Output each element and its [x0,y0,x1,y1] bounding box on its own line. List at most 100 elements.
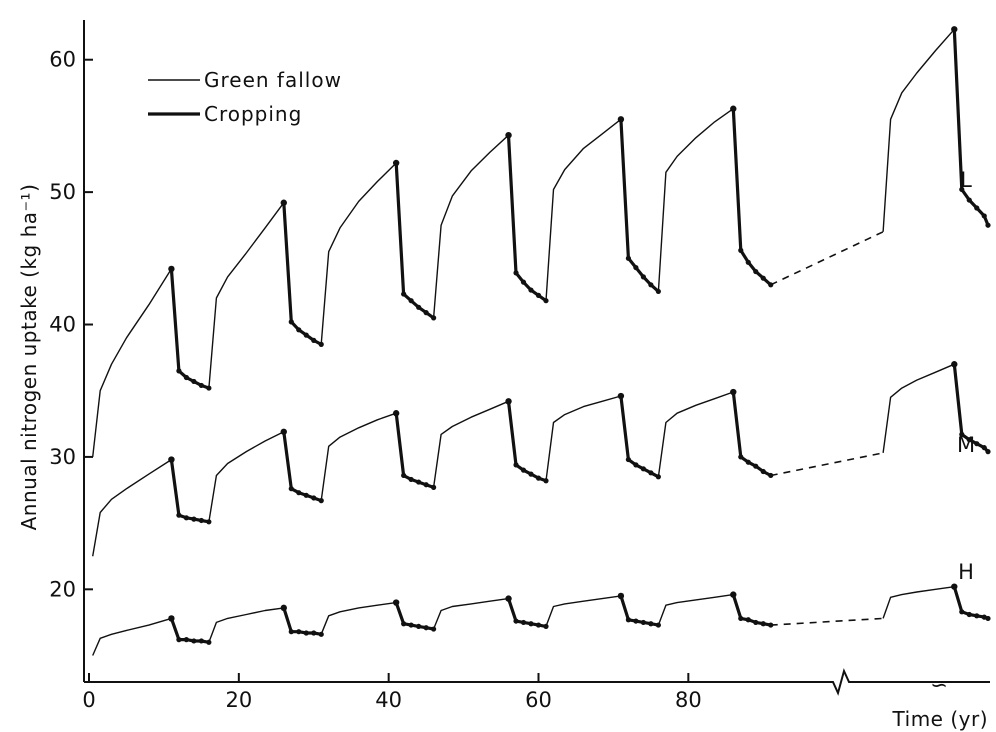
green-fallow-segment-h [657,593,734,626]
x-tick-label: 40 [375,688,402,712]
green-fallow-segment-m [432,400,509,488]
cropping-point-l [760,275,766,281]
cropping-point-m [431,484,437,490]
cropping-point-m [191,516,197,522]
cropping-point-l [288,319,294,325]
cropping-point-h [760,621,766,627]
green-fallow-segment-h [208,607,284,643]
y-tick-label: 60 [49,48,76,72]
series-label-h: H [958,560,974,584]
y-tick-label: 50 [49,180,76,204]
cropping-point-l [206,385,212,391]
green-fallow-segment-l [432,134,509,318]
cropping-point-m [625,456,632,463]
cropping-point-h [311,630,317,636]
cropping-point-l [966,197,972,203]
green-fallow-segment-h [320,601,397,635]
green-fallow-segment-m [882,363,955,453]
cropping-point-l [745,259,751,265]
cropping-point-m [288,486,294,492]
cropping-point-m [633,462,639,468]
green-fallow-segment-l [545,118,622,301]
cropping-point-m [198,517,204,524]
green-fallow-segment-h [882,586,955,619]
cropping-point-h [318,631,324,637]
green-fallow-segment-m [320,412,397,501]
cropping-point-m [183,515,189,521]
cropping-segment-l [619,119,660,293]
cropping-point-m [528,471,534,477]
series-m [92,361,991,557]
cropping-point-l [318,341,324,347]
axes [83,20,990,696]
cropping-point-m [520,467,527,473]
cropping-point-h [753,619,759,626]
cropping-point-m [959,431,965,438]
cropping-segment-l [506,135,547,303]
cropping-point-l [431,315,437,321]
extrapolated-dashed-line-m [770,452,884,477]
cropping-point-l [513,270,519,276]
green-fallow-segment-h [92,617,172,656]
cropping-point-l [528,287,534,293]
cropping-point-h [535,622,542,628]
cropping-point-l [296,327,302,333]
green-fallow-segment-l [92,268,172,457]
cropping-point-h [648,621,654,627]
cropping-point-m [738,454,744,460]
cropping-segment-l [731,108,772,286]
axis-tick-labels: 0 20 40 60 80 20 30 40 50 60 [49,48,701,712]
cropping-point-h [513,618,519,624]
green-fallow-segment-m [545,395,622,481]
y-tick-label: 30 [49,445,76,469]
cropping-point-h [985,615,991,622]
legend-label-cropping: Cropping [204,102,302,126]
green-fallow-segment-l [208,202,285,389]
cropping-point-h [296,629,302,635]
cropping-point-h [288,629,294,635]
cropping-point-l [408,298,414,304]
green-fallow-segment-l [657,108,734,292]
cropping-point-m [640,466,646,472]
cropping-point-h [191,638,197,644]
plot-area [92,26,991,656]
cropping-point-l [648,282,654,288]
cropping-point-m [206,519,212,525]
green-fallow-segment-l [320,162,397,345]
cropping-point-l [423,310,429,316]
cropping-point-h [408,622,414,628]
x-axis-title: Time (yr) [892,707,988,731]
x-tick-label: 60 [525,688,552,712]
cropping-point-l [303,332,309,338]
y-tick-label: 40 [49,313,76,337]
x-tick-label: 80 [675,688,702,712]
cropping-segment-l [952,29,990,226]
cropping-point-m [408,476,414,483]
legend-label-green-fallow: Green fallow [204,68,342,92]
cropping-point-m [401,472,407,479]
cropping-point-l [543,298,549,304]
cropping-point-m [745,459,751,465]
cropping-point-l [655,288,661,295]
cropping-point-l [974,205,980,211]
cropping-point-h [655,622,661,628]
cropping-point-l [183,374,189,381]
cropping-point-l [985,222,991,228]
y-tick-label: 20 [49,577,76,601]
cropping-point-m [966,437,972,443]
cropping-point-l [625,255,632,261]
cropping-point-l [959,186,965,193]
x-tick-label: 20 [225,688,252,712]
cropping-segment-m [169,459,210,524]
extrapolated-dashed-line-h [770,617,884,626]
green-fallow-segment-m [657,391,734,477]
cropping-point-m [543,478,549,484]
cropping-point-l [311,337,317,344]
cropping-point-m [981,445,987,451]
x-axis-line [84,668,990,696]
cropping-point-h [416,623,422,629]
cropping-point-m [760,468,766,475]
cropping-point-l [640,274,646,280]
series-l [92,26,991,457]
